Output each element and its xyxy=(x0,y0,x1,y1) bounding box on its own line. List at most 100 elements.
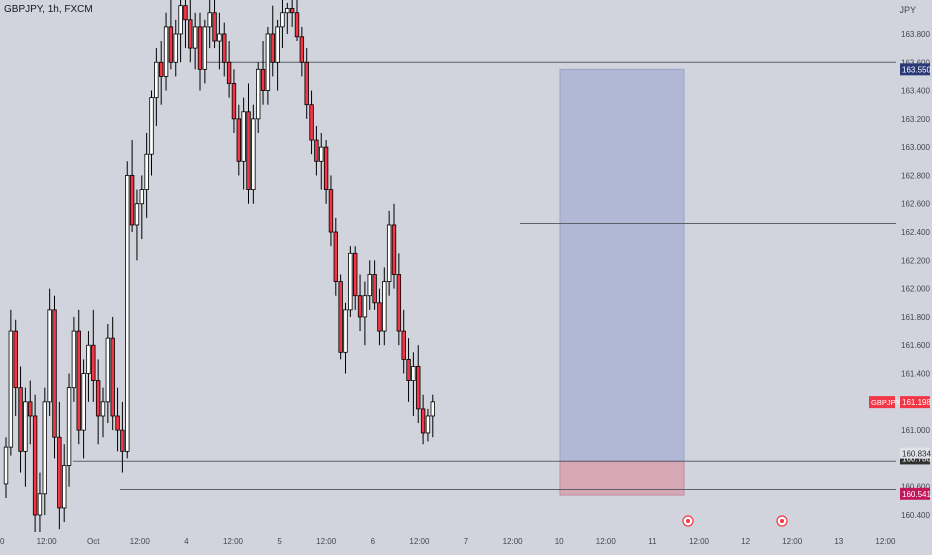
candle-body xyxy=(163,26,169,77)
x-tick-label: 6 xyxy=(371,537,376,546)
candle-body xyxy=(95,380,101,417)
candle-body xyxy=(76,330,81,431)
candle-body xyxy=(411,366,416,382)
candle-body xyxy=(420,408,426,434)
x-tick-label: 12:00 xyxy=(223,537,244,546)
price-axis-panel xyxy=(896,0,932,550)
candle-body xyxy=(144,153,149,190)
candle xyxy=(188,0,193,63)
candle-body xyxy=(154,61,159,99)
candle xyxy=(158,41,164,105)
candle-body xyxy=(110,337,115,417)
candle-body xyxy=(28,401,33,417)
candle-body xyxy=(275,26,280,63)
candle xyxy=(357,274,363,332)
candle-body xyxy=(66,387,72,466)
candle xyxy=(81,359,86,459)
candle xyxy=(100,387,106,438)
candle xyxy=(149,90,154,176)
candle xyxy=(236,104,241,176)
y-tick-label: 160.600 xyxy=(901,483,930,492)
candle-body xyxy=(13,330,18,389)
candle-body xyxy=(226,61,232,84)
candle xyxy=(173,19,178,77)
candle-body xyxy=(236,118,241,162)
candle xyxy=(241,97,246,190)
candle-body xyxy=(246,111,251,190)
candle-body xyxy=(280,12,285,28)
candle xyxy=(139,175,144,240)
candle xyxy=(183,0,188,49)
candle xyxy=(251,104,256,204)
candle-body xyxy=(91,344,96,382)
x-tick-label: 12:00 xyxy=(130,537,151,546)
candle-body xyxy=(251,118,256,190)
candle xyxy=(333,217,338,296)
candle xyxy=(255,62,261,133)
candle xyxy=(217,12,222,70)
candle-body xyxy=(207,12,212,28)
candle xyxy=(309,90,314,155)
candle-body xyxy=(265,33,271,91)
candle xyxy=(226,41,232,98)
candle-body xyxy=(416,366,421,410)
candle-body xyxy=(314,139,319,162)
candle-body xyxy=(62,465,67,509)
candle xyxy=(367,260,372,310)
candle-body xyxy=(338,281,343,353)
candle-body xyxy=(18,387,23,452)
candle xyxy=(178,0,183,63)
candle xyxy=(62,444,67,523)
y-tick-label: 161.800 xyxy=(901,313,930,322)
candle-body xyxy=(37,493,43,516)
candle-body xyxy=(86,344,91,374)
candle-body xyxy=(81,373,86,431)
candle xyxy=(120,401,125,473)
candle-body xyxy=(217,33,222,42)
x-tick-label: 12:00 xyxy=(316,537,337,546)
candle xyxy=(207,0,212,49)
candle-body xyxy=(47,309,52,403)
x-tick-label: 13 xyxy=(834,537,843,546)
current-symbol-box xyxy=(869,396,895,409)
candle xyxy=(328,175,334,247)
candle-body xyxy=(212,12,217,42)
candle-body xyxy=(386,224,392,282)
candle-body xyxy=(192,26,198,49)
candle xyxy=(425,408,431,442)
x-tick-label: 12:00 xyxy=(503,537,524,546)
candle xyxy=(144,133,149,218)
candle xyxy=(23,387,28,487)
candle xyxy=(3,437,9,499)
candle xyxy=(66,373,72,487)
candle-body xyxy=(294,12,300,38)
candle xyxy=(391,203,397,289)
candle xyxy=(52,295,57,459)
candle xyxy=(270,5,275,77)
candle-body xyxy=(270,33,275,63)
y-tick-label: 160.400 xyxy=(901,511,930,520)
candle xyxy=(42,387,47,516)
candle xyxy=(115,387,120,452)
candle xyxy=(323,140,329,204)
candle-body xyxy=(299,36,305,63)
candle-body xyxy=(158,61,164,77)
x-tick-label: 7 xyxy=(464,537,469,546)
candle xyxy=(260,41,266,105)
y-tick-label: 162.400 xyxy=(901,228,930,237)
candle xyxy=(265,26,271,105)
x-tick-label: 12:00 xyxy=(689,537,710,546)
candle xyxy=(362,281,368,346)
candle-body xyxy=(23,401,28,452)
candle xyxy=(125,161,130,459)
candle-body xyxy=(8,330,14,448)
x-tick-label: 0 xyxy=(0,537,5,546)
candle xyxy=(28,380,33,445)
candle xyxy=(163,12,169,91)
candle xyxy=(231,69,237,133)
current-price-label: 161.198 xyxy=(902,398,931,407)
candle-body xyxy=(183,5,188,21)
candle-body xyxy=(71,330,77,389)
